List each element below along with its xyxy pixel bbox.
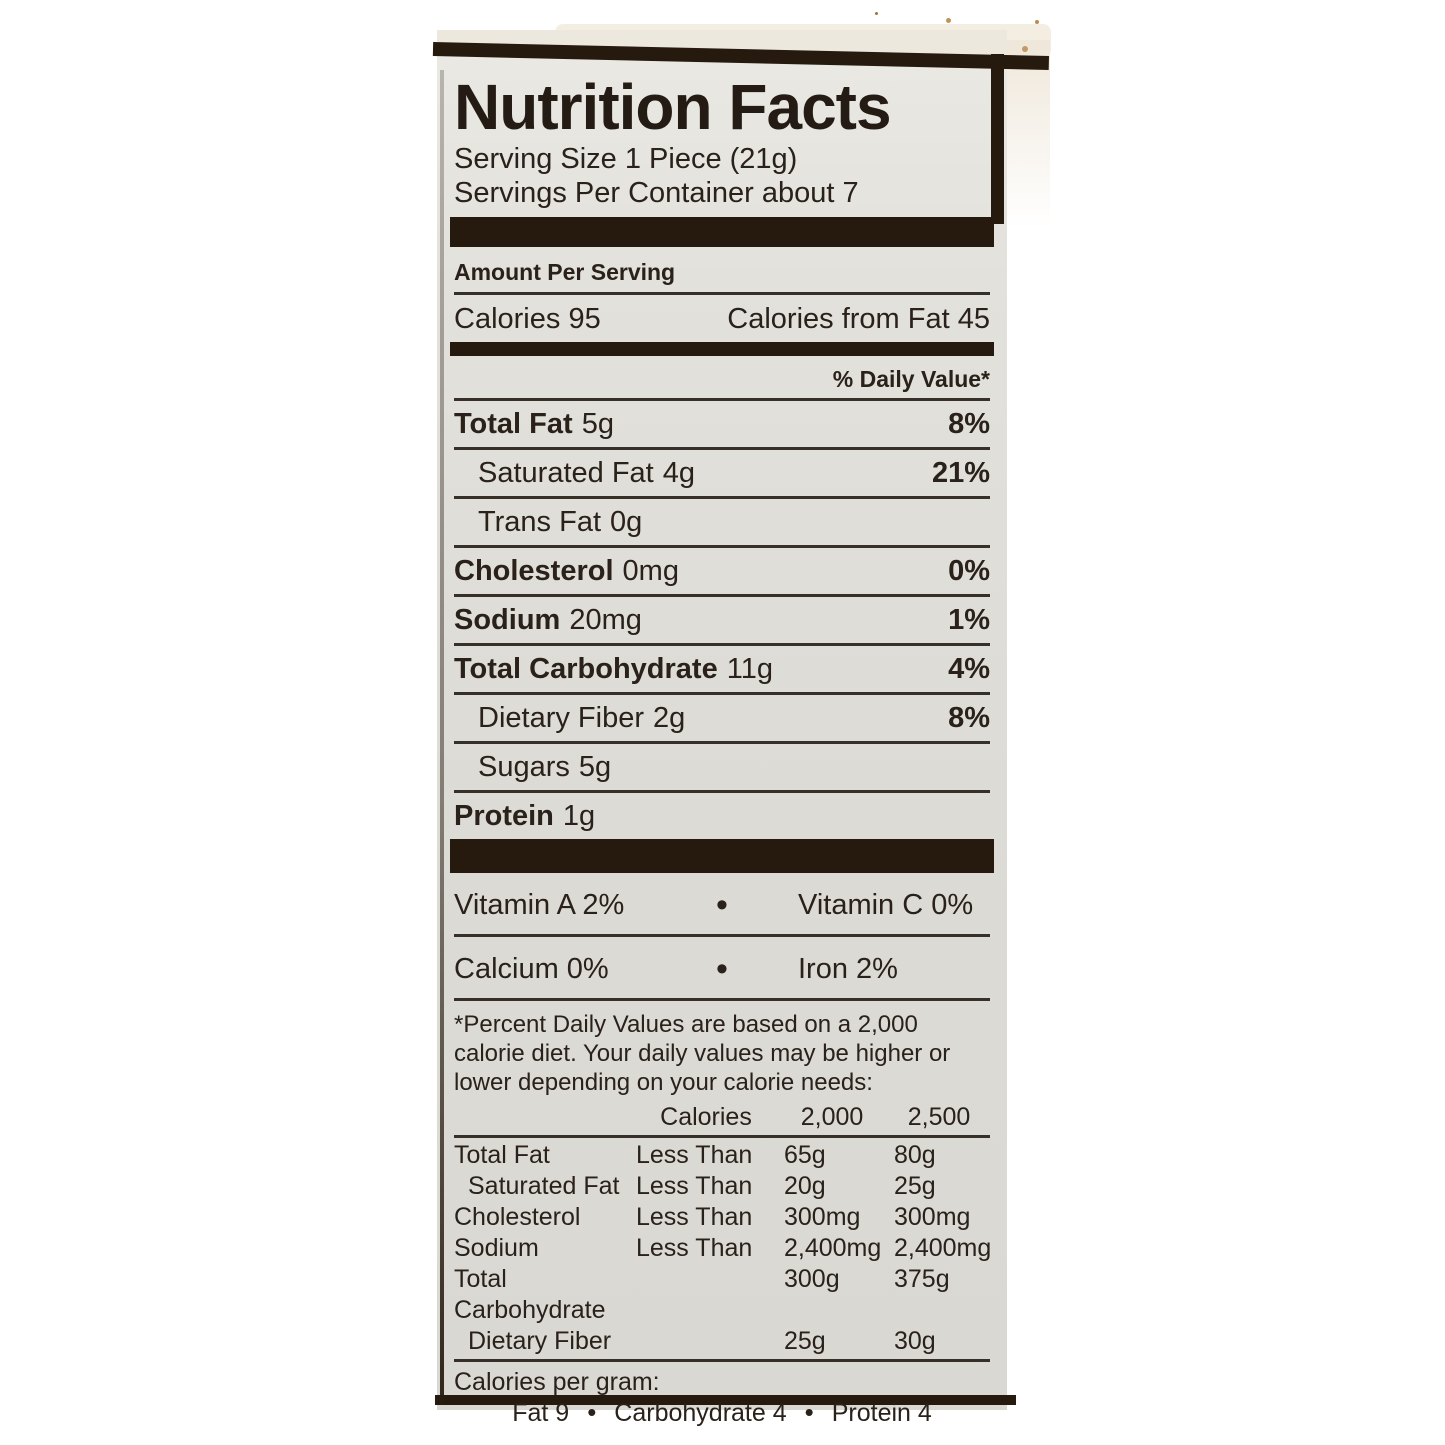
calories-value: Calories 95 — [454, 303, 601, 335]
dv-header-2500: 2,500 — [907, 1103, 971, 1131]
label-border-bottom — [435, 1395, 1017, 1405]
vitamin-a: Vitamin A 2% — [454, 889, 625, 921]
cpg-carbohydrate: Carbohydrate 4 — [614, 1399, 787, 1427]
separator-line — [454, 741, 990, 744]
separator-line — [454, 545, 990, 548]
label-content: Nutrition Facts Serving Size 1 Piece (21… — [450, 71, 994, 1428]
dv-row-saturated-fat: Saturated Fat Less Than 20g 25g — [468, 1172, 936, 1200]
dv-row-sodium: Sodium Less Than 2,400mg 2,400mg — [454, 1234, 992, 1262]
nutrient-row-total-fat: Total Fat 5g 8% — [454, 408, 990, 440]
vitamin-row-a-c: Vitamin A 2% • Vitamin C 0% — [454, 873, 990, 934]
cpg-fat: Fat 9 — [512, 1399, 570, 1427]
nutrient-row-cholesterol: Cholesterol 0mg 0% — [454, 555, 990, 587]
package-surface-right — [1004, 40, 1050, 250]
dv-row-dietary-fiber: Dietary Fiber 25g 30g — [468, 1327, 936, 1355]
dv-row-cholesterol: Cholesterol Less Than 300mg 300mg — [454, 1203, 971, 1231]
label-title: Nutrition Facts — [454, 71, 892, 143]
separator-line — [454, 998, 990, 1001]
iron: Iron 2% — [798, 953, 898, 985]
calcium: Calcium 0% — [454, 953, 609, 985]
speck — [875, 12, 878, 15]
dv-header-calories: Calories — [660, 1103, 752, 1131]
label-border-right — [991, 54, 1004, 224]
nutrient-row-protein: Protein 1g — [454, 800, 596, 832]
separator-line — [454, 594, 990, 597]
daily-value-table: Calories 2,000 2,500 Total Fat Less Than… — [454, 1103, 992, 1357]
cpg-protein: Protein 4 — [831, 1399, 932, 1427]
footnote: *Percent Daily Values are based on a 2,0… — [454, 1011, 951, 1096]
calories-row: Calories 95 Calories from Fat 45 — [454, 295, 990, 342]
separator-line — [454, 447, 990, 450]
bullet-icon: • — [716, 886, 728, 924]
dv-header-2000: 2,000 — [800, 1103, 864, 1131]
speck — [946, 18, 951, 23]
dv-table-header: Calories 2,000 2,500 — [454, 1103, 990, 1131]
nutrient-row-trans-fat: Trans Fat 0g — [478, 506, 643, 538]
nutrition-label: Nutrition Facts Serving Size 1 Piece (21… — [432, 30, 1049, 1427]
separator-line — [454, 292, 990, 295]
calories-from-fat: Calories from Fat 45 — [727, 303, 990, 335]
calories-per-gram-values: Fat 9 • Carbohydrate 4 • Protein 4 — [454, 1397, 990, 1428]
separator-line — [454, 790, 990, 793]
speck — [1022, 46, 1028, 52]
separator-line — [454, 1135, 990, 1138]
nutrient-row-sugars: Sugars 5g — [478, 751, 612, 783]
nutrient-row-dietary-fiber: Dietary Fiber 2g 8% — [478, 702, 990, 734]
separator-line — [454, 692, 990, 695]
servings-per-container: Servings Per Container about 7 — [454, 177, 859, 209]
label-border-left — [440, 70, 444, 1405]
nutrient-row-saturated-fat: Saturated Fat 4g 21% — [478, 457, 990, 489]
nutrient-row-total-carbohydrate: Total Carbohydrate 11g 4% — [454, 653, 990, 685]
divider-bar-thick — [450, 839, 994, 873]
bullet-icon: • — [804, 1397, 814, 1427]
calories-per-gram-heading: Calories per gram: — [454, 1368, 660, 1396]
separator-line — [454, 496, 990, 499]
separator-line — [454, 1359, 990, 1362]
separator-line — [454, 934, 990, 937]
divider-bar-thick — [450, 217, 994, 247]
speck — [1035, 20, 1039, 24]
dv-row-total-carbohydrate: Total Carbohydrate 300g 375g — [454, 1265, 950, 1324]
divider-bar-medium — [450, 342, 994, 356]
vitamin-c: Vitamin C 0% — [798, 889, 974, 921]
separator-line — [454, 643, 990, 646]
daily-value-header: % Daily Value* — [832, 366, 990, 392]
bullet-icon: • — [716, 950, 728, 988]
separator-line — [454, 398, 990, 401]
dv-row-total-fat: Total Fat Less Than 65g 80g — [454, 1141, 936, 1169]
serving-size: Serving Size 1 Piece (21g) — [454, 143, 798, 175]
bullet-icon: • — [587, 1397, 597, 1427]
nutrient-row-sodium: Sodium 20mg 1% — [454, 604, 990, 636]
amount-per-serving: Amount Per Serving — [454, 259, 676, 285]
vitamin-row-calcium-iron: Calcium 0% • Iron 2% — [454, 937, 990, 998]
